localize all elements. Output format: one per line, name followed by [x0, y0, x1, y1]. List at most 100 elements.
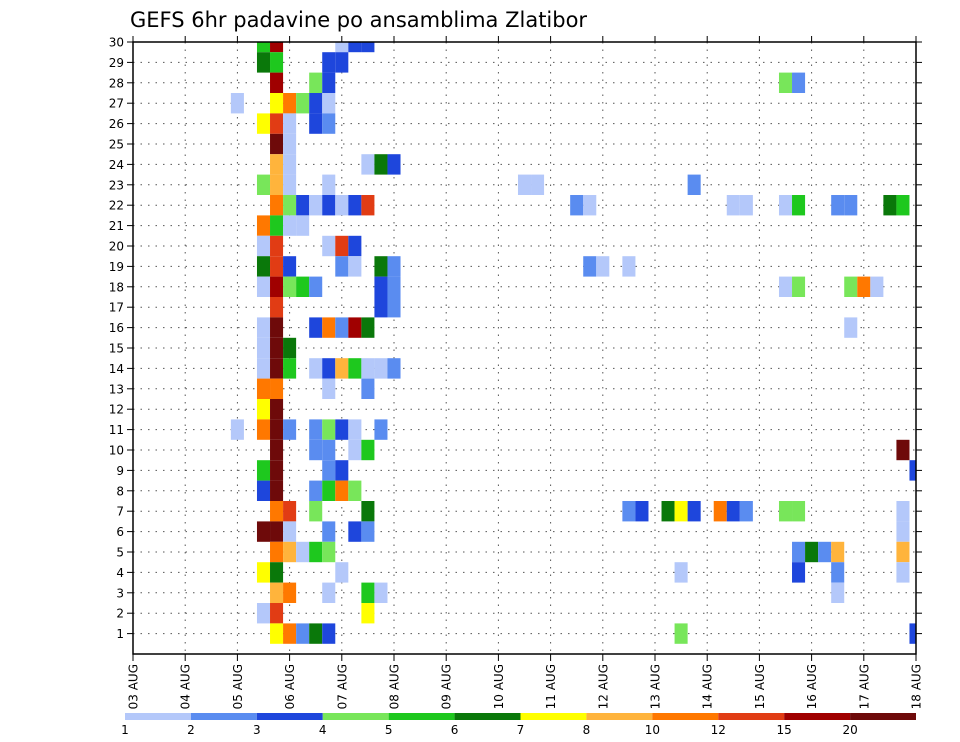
precip-cell: [909, 460, 916, 481]
precip-cell: [335, 419, 349, 440]
precip-cell: [335, 195, 349, 216]
y-tick-label: 4: [116, 566, 124, 580]
precip-cell: [230, 93, 244, 114]
precip-cell: [256, 337, 271, 359]
colorbar-segment: [322, 713, 389, 720]
precip-cell: [831, 541, 845, 563]
precip-cell: [283, 133, 297, 155]
precip-cell: [674, 501, 688, 522]
colorbar-segment: [454, 713, 521, 720]
x-tick-label: 06 AUG: [283, 664, 297, 709]
precip-cell: [844, 195, 858, 216]
precip-cell: [322, 460, 336, 481]
precip-cell: [309, 358, 323, 379]
x-tick-label: 05 AUG: [231, 664, 245, 709]
precip-cell: [270, 378, 284, 399]
y-tick-label: 12: [109, 403, 124, 417]
precip-cell: [778, 501, 793, 522]
precip-cell: [687, 501, 701, 522]
y-tick-label: 22: [109, 199, 124, 213]
precip-cell: [283, 93, 297, 114]
precip-cell: [270, 276, 284, 297]
precip-cell: [374, 358, 388, 379]
precip-cell: [322, 521, 336, 542]
precip-cell: [883, 195, 897, 216]
precip-cell: [374, 297, 388, 318]
precip-cell: [387, 256, 401, 277]
precip-cell: [361, 378, 375, 399]
colorbar-label: 20: [842, 723, 857, 737]
precip-cell: [818, 541, 832, 563]
precip-cell: [374, 256, 388, 277]
precip-cell: [322, 439, 336, 461]
precip-cell: [256, 52, 271, 73]
precip-cell: [256, 480, 271, 501]
precip-cell: [296, 276, 310, 297]
colorbar-label: 15: [777, 723, 792, 737]
precip-cell: [322, 174, 336, 195]
precip-cell: [256, 235, 271, 257]
y-tick-label: 10: [109, 444, 124, 458]
precip-cell: [270, 337, 284, 359]
precip-cell: [296, 623, 310, 644]
precip-cells: [230, 42, 916, 644]
precip-cell: [270, 480, 284, 501]
precip-cell: [309, 439, 323, 461]
precip-cell: [387, 154, 401, 175]
precip-cell: [256, 358, 271, 379]
precip-cell: [335, 460, 349, 481]
y-tick-label: 3: [116, 586, 124, 600]
precip-cell: [283, 541, 297, 563]
precip-cell: [792, 541, 806, 563]
precip-cell: [283, 358, 297, 379]
precip-cell: [309, 93, 323, 114]
precip-cell: [361, 521, 375, 542]
precip-cell: [335, 52, 349, 73]
colorbar-segment: [586, 713, 653, 720]
precip-cell: [870, 276, 884, 297]
colorbar-label: 2: [187, 723, 195, 737]
precip-cell: [309, 419, 323, 440]
y-tick-label: 14: [109, 362, 124, 376]
precip-cell: [361, 195, 375, 216]
precip-cell: [309, 113, 323, 134]
precip-cell: [283, 256, 297, 277]
precip-cell: [778, 72, 793, 93]
precip-cell: [270, 42, 284, 53]
precip-cell: [361, 603, 375, 624]
precip-cell: [309, 276, 323, 297]
precip-cell: [335, 562, 349, 583]
precip-cell: [844, 317, 858, 338]
precip-cell: [348, 195, 362, 216]
colorbar-segment: [850, 713, 916, 720]
precip-cell: [792, 195, 806, 216]
precip-cell: [896, 562, 910, 583]
precip-cell: [335, 480, 349, 501]
x-tick-label: 16 AUG: [805, 664, 819, 709]
precip-cell: [361, 358, 375, 379]
colorbar-segment: [388, 713, 455, 720]
precip-cell: [256, 276, 271, 297]
precip-cell: [256, 419, 271, 440]
precip-cell: [831, 562, 845, 583]
precip-cell: [309, 501, 323, 522]
precip-cell: [270, 215, 284, 236]
precip-cell: [739, 501, 753, 522]
y-tick-label: 7: [116, 505, 124, 519]
precip-cell: [792, 562, 806, 583]
precip-cell: [674, 623, 688, 644]
y-tick-label: 6: [116, 525, 124, 539]
precip-cell: [570, 195, 584, 216]
y-tick-label: 18: [109, 280, 124, 294]
precip-cell: [622, 256, 636, 277]
precip-cell: [283, 623, 297, 644]
precip-cell: [844, 276, 858, 297]
precip-cell: [296, 93, 310, 114]
precip-cell: [270, 256, 284, 277]
precip-cell: [322, 623, 336, 644]
x-tick-label: 17 AUG: [857, 664, 871, 709]
precip-cell: [256, 378, 271, 399]
precip-cell: [896, 195, 910, 216]
precip-cell: [283, 174, 297, 195]
precip-cell: [270, 541, 284, 563]
